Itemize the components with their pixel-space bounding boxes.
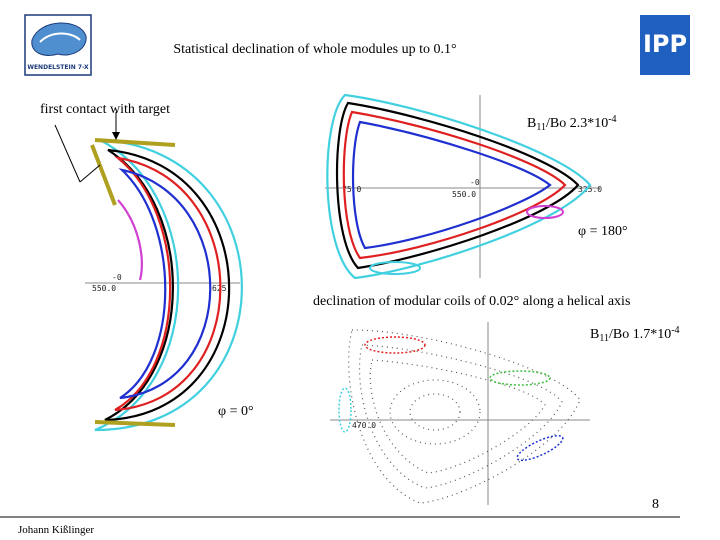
poincare-curve	[117, 199, 143, 281]
annotation: φ = 0°	[218, 404, 254, 419]
annotation: declination of modular coils of 0.02° al…	[313, 294, 630, 309]
poincare-curve	[342, 110, 567, 260]
poincare-curve	[94, 138, 243, 432]
logo-stripe	[39, 32, 81, 43]
axis-label: 75.0	[342, 185, 361, 194]
ratio-sup: -4	[608, 114, 616, 125]
poincare-curve	[358, 344, 563, 489]
axis-label: 550.0	[92, 284, 116, 293]
target-plate	[94, 138, 176, 147]
annotation: first contact with target	[40, 102, 170, 117]
poincare-curve	[118, 168, 212, 400]
axis-label: -0	[112, 273, 122, 282]
author: Johann Kißlinger	[18, 524, 94, 536]
target-plate	[94, 420, 176, 427]
poincare-curve	[326, 93, 592, 280]
ratio-text: B	[527, 116, 536, 131]
page-number: 8	[652, 497, 659, 512]
poincare-curve	[351, 120, 552, 250]
ratio-sub: 11	[536, 122, 546, 133]
ratio-sub: 11	[599, 333, 609, 344]
ratio-text: B	[590, 327, 599, 342]
axis-label: 550.0	[452, 190, 476, 199]
poincare-curve	[114, 156, 222, 412]
poincare-curve	[104, 148, 231, 422]
poincare-curve	[335, 101, 580, 270]
ratio-sup: -4	[671, 325, 679, 336]
axis-label: 325.0	[578, 185, 602, 194]
annotation: B11/Bo 1.7*10-4	[590, 325, 680, 344]
ipp-text: IPP	[643, 30, 687, 58]
annotation: φ = 180°	[578, 224, 628, 239]
island	[369, 261, 421, 275]
island	[489, 370, 551, 386]
dotted-surfaces	[348, 329, 581, 504]
island	[526, 205, 564, 219]
slide-title: Statistical declination of whole modules…	[173, 42, 456, 57]
logo-shape	[31, 22, 87, 56]
island	[338, 387, 352, 433]
poincare-curve	[369, 359, 546, 474]
axis-label: -0	[470, 178, 480, 187]
logo-text: WENDELSTEIN 7-X	[27, 64, 89, 71]
pointer-line	[79, 164, 101, 183]
annotation: B11/Bo 2.3*10-4	[527, 114, 617, 133]
ipp-logo	[640, 15, 690, 75]
target-plate	[90, 144, 117, 206]
axis-label: 470.0	[352, 421, 376, 430]
island	[516, 434, 564, 462]
arrow-head	[112, 132, 120, 140]
ratio-text: /Bo 2.3*10	[546, 116, 608, 131]
poincare-curve	[409, 393, 461, 431]
pointer-line	[54, 124, 81, 183]
island	[364, 336, 426, 354]
ratio-text: /Bo 1.7*10	[609, 327, 671, 342]
poincare-curve	[389, 379, 481, 445]
